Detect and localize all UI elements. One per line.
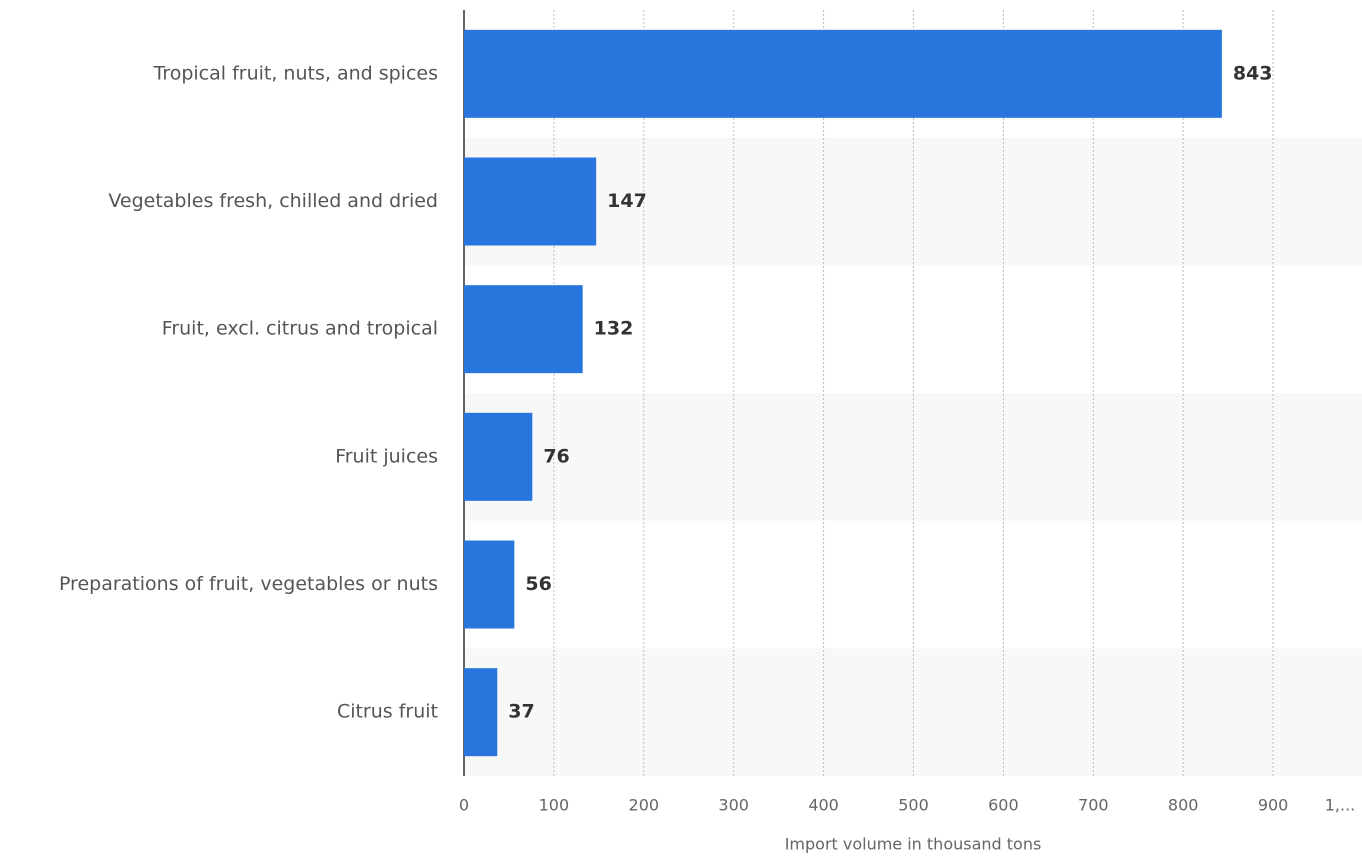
bar xyxy=(464,540,515,629)
data-label: 76 xyxy=(543,445,569,467)
y-tick-label: Tropical fruit, nuts, and spices xyxy=(153,62,439,84)
row-band xyxy=(464,393,1362,521)
x-tick-label: 0 xyxy=(459,796,469,815)
bar xyxy=(464,157,597,246)
bar xyxy=(464,412,533,501)
y-tick-label: Fruit, excl. citrus and tropical xyxy=(162,318,438,340)
bar xyxy=(464,285,583,374)
y-tick-label: Preparations of fruit, vegetables or nut… xyxy=(59,573,438,595)
data-label: 37 xyxy=(508,701,534,723)
x-tick-label: 100 xyxy=(539,796,570,815)
x-tick-label: 400 xyxy=(808,796,839,815)
data-label: 843 xyxy=(1233,62,1273,84)
bar xyxy=(464,29,1222,118)
data-label: 56 xyxy=(525,573,551,595)
x-tick-label: 600 xyxy=(988,796,1019,815)
y-tick-label: Citrus fruit xyxy=(337,701,438,723)
y-tick-label: Fruit juices xyxy=(335,445,438,467)
bar xyxy=(464,668,498,757)
x-tick-label: 300 xyxy=(718,796,749,815)
x-tick-label: 200 xyxy=(629,796,660,815)
data-label: 147 xyxy=(607,190,647,212)
data-label: 132 xyxy=(594,318,634,340)
x-tick-label: 700 xyxy=(1078,796,1109,815)
x-tick-label: 500 xyxy=(898,796,929,815)
x-tick-label: 1,... xyxy=(1325,796,1356,815)
x-axis-title: Import volume in thousand tons xyxy=(785,835,1042,854)
y-tick-label: Vegetables fresh, chilled and dried xyxy=(108,190,438,212)
x-tick-label: 800 xyxy=(1168,796,1199,815)
x-tick-label: 900 xyxy=(1258,796,1289,815)
